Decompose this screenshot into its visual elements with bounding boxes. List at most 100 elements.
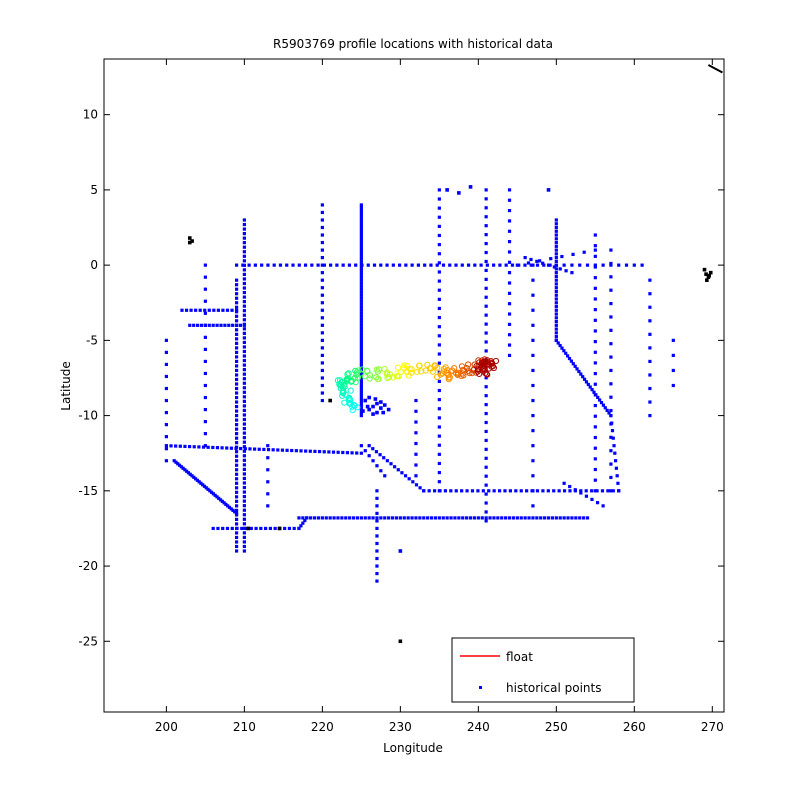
historical-point — [234, 364, 239, 368]
historical-point — [507, 281, 512, 285]
historical-point — [426, 516, 430, 520]
historical-point — [484, 206, 488, 210]
historical-point — [593, 329, 597, 333]
historical-point — [592, 390, 596, 394]
historical-point — [529, 263, 533, 267]
historical-point — [375, 516, 379, 520]
historical-point — [193, 477, 198, 481]
historical-point — [320, 361, 324, 365]
historical-point — [359, 404, 363, 409]
historical-point — [437, 315, 441, 320]
historical-point — [454, 263, 458, 267]
historical-point — [234, 341, 239, 345]
x-tick-label: 210 — [233, 720, 256, 734]
historical-point — [531, 516, 535, 520]
historical-point — [558, 343, 562, 348]
historical-point — [465, 516, 469, 520]
historical-point — [303, 263, 308, 267]
historical-point — [611, 489, 615, 493]
x-axis-label: Longitude — [383, 741, 443, 755]
historical-point — [242, 422, 246, 426]
historical-point — [211, 445, 215, 450]
historical-point — [347, 263, 352, 267]
historical-point — [484, 519, 488, 523]
historical-point — [385, 263, 389, 267]
historical-point — [507, 302, 512, 306]
historical-point — [242, 227, 246, 231]
historical-point — [507, 208, 512, 213]
historical-point — [414, 483, 419, 487]
historical-point — [355, 451, 359, 455]
historical-point — [367, 395, 371, 400]
historical-point — [304, 449, 308, 453]
x-tick-label: 270 — [701, 720, 724, 734]
historical-point — [437, 270, 441, 274]
historical-point — [308, 449, 312, 453]
historical-point — [383, 474, 387, 478]
historical-point — [242, 481, 246, 485]
historical-point — [554, 240, 558, 245]
historical-point — [449, 489, 453, 493]
historical-point — [320, 271, 324, 275]
historical-point — [554, 271, 558, 275]
historical-point — [593, 435, 597, 440]
historical-point — [320, 323, 324, 327]
historical-point — [554, 323, 558, 327]
historical-point — [601, 263, 605, 267]
historical-point — [242, 336, 246, 340]
historical-point — [197, 480, 201, 484]
historical-point — [234, 531, 239, 535]
historical-point — [375, 526, 379, 531]
historical-point — [476, 489, 480, 493]
historical-point — [414, 441, 418, 446]
historical-point — [234, 418, 239, 422]
historical-point — [473, 263, 477, 267]
historical-point — [418, 486, 422, 490]
historical-point — [320, 398, 324, 403]
historical-point — [423, 263, 427, 267]
historical-point — [359, 356, 363, 361]
historical-point — [174, 444, 178, 448]
float-profile-point — [338, 378, 345, 386]
historical-point — [234, 323, 239, 327]
historical-point — [609, 288, 613, 292]
historical-point — [242, 413, 246, 417]
historical-point — [566, 516, 570, 520]
historical-point — [212, 308, 216, 312]
historical-point — [609, 395, 613, 399]
historical-point — [411, 480, 415, 484]
historical-point — [242, 531, 246, 535]
historical-point — [571, 252, 575, 256]
historical-point — [564, 269, 568, 273]
historical-point — [609, 382, 613, 386]
historical-point — [242, 549, 246, 553]
historical-point — [441, 263, 446, 267]
historical-point — [531, 353, 535, 358]
historical-point — [359, 374, 363, 379]
historical-point — [562, 349, 566, 353]
float-profile-point — [366, 375, 373, 382]
historical-point — [234, 283, 239, 287]
historical-point — [480, 516, 484, 520]
historical-point — [359, 221, 363, 225]
historical-point — [375, 410, 379, 415]
historical-point — [320, 346, 324, 350]
historical-point — [227, 323, 231, 327]
historical-point — [199, 323, 204, 327]
historical-point — [359, 233, 363, 237]
historical-point — [375, 556, 379, 561]
float-profile-point — [341, 383, 348, 390]
historical-point — [437, 443, 441, 447]
historical-point — [609, 301, 613, 306]
float-profile-point — [347, 387, 354, 394]
historical-point — [554, 229, 558, 233]
historical-point — [320, 391, 324, 395]
historical-point — [363, 516, 367, 520]
historical-point — [585, 516, 590, 520]
historical-point — [331, 450, 336, 454]
historical-point — [496, 516, 500, 520]
historical-point — [359, 293, 363, 297]
historical-point — [437, 379, 441, 383]
historical-point — [422, 489, 426, 493]
historical-point — [488, 516, 492, 520]
